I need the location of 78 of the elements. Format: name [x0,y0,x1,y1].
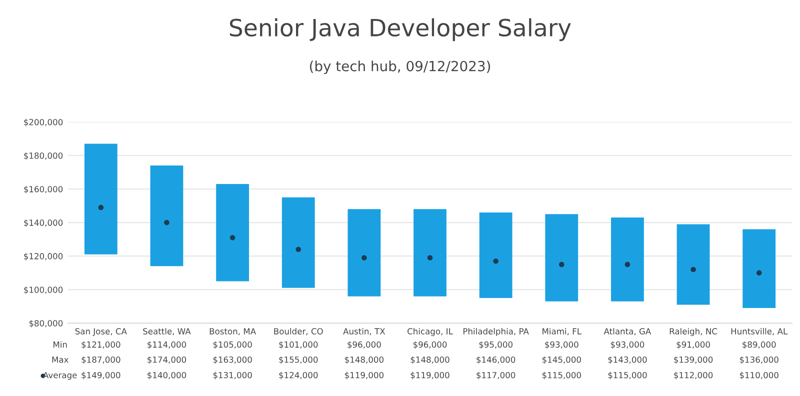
text: $93,000 [545,341,578,349]
text: $114,000 [148,341,186,349]
text: Min [54,341,67,348]
data-label: $140,000 [148,372,186,380]
point [362,255,367,260]
data-label: $119,000 [410,372,450,380]
text: $139,000 [674,356,713,364]
point [230,234,236,240]
text: $95,000 [479,341,512,349]
x-tick-label: Austin, TX [343,328,386,336]
x-tick-label: Huntsville, AL [731,328,788,336]
y-tick-label: $160,000 [24,186,63,194]
x-tick-label: Philadelphia, PA [464,328,529,336]
y-tick-label: $80,000 [29,320,63,328]
text: $148,000 [410,356,450,364]
bar [545,214,578,302]
bar [150,166,184,266]
text: Max [52,356,68,363]
data-label: $117,000 [476,372,516,380]
data-label: $124,000 [279,372,318,380]
point [756,270,762,276]
x-tick-label: Boston, MA [210,328,256,336]
x-tick-label: Boulder, CO [274,328,323,336]
x-tick-label: Raleigh, NC [670,328,718,336]
data-label: $115,000 [542,372,581,380]
bar [216,184,249,282]
point [493,258,498,264]
text: $148,000 [344,356,384,364]
text: $93,000 [610,341,644,349]
chart-subtitle: (by tech hub, 09/12/2023) [310,60,490,74]
bar [742,229,776,308]
bar [676,224,710,305]
point [690,266,696,272]
x-tick-label: Seattle, WA [143,328,191,336]
x-tick-label: Atlanta, GA [604,328,652,336]
bar [84,144,118,254]
text: $101,000 [279,341,318,349]
text: $145,000 [542,356,581,364]
point [558,262,564,268]
y-tick-label: $180,000 [24,152,63,160]
x-tick-label: San Jose, CA [75,328,127,336]
text: $121,000 [82,341,120,349]
text: $136,000 [740,356,778,364]
bar [479,212,512,298]
text: $91,000 [676,341,710,349]
bar [414,209,446,296]
y-tick-label: $100,000 [24,286,63,294]
point [427,255,433,260]
bar [611,218,644,302]
text: $155,000 [279,356,318,364]
bar [282,197,315,288]
x-tick-label: Chicago, IL [408,328,453,336]
legend-label: Average [43,372,77,380]
y-tick-label: $140,000 [24,219,63,227]
data-label: $112,000 [674,372,713,380]
bar [348,209,381,296]
data-label: $115,000 [608,372,647,380]
y-tick-label: $200,000 [24,118,63,126]
data-label: $149,000 [82,372,120,380]
chart-title: Senior Java Developer Salary [230,18,571,42]
point [98,204,104,210]
text: $146,000 [476,356,516,364]
data-label: $110,000 [740,372,778,380]
point [624,262,630,268]
text: $163,000 [213,356,252,364]
text: $143,000 [608,356,647,364]
text: $105,000 [213,341,252,349]
data-label: $131,000 [213,372,252,380]
y-tick-label: $120,000 [24,252,63,260]
point [296,246,302,252]
text: $96,000 [413,341,447,349]
point [164,220,170,226]
text: $174,000 [148,356,186,364]
data-label: $119,000 [344,372,384,380]
text: $96,000 [348,341,381,349]
text: $89,000 [742,341,776,349]
x-tick-label: Miami, FL [542,328,582,336]
text: $187,000 [82,356,120,364]
